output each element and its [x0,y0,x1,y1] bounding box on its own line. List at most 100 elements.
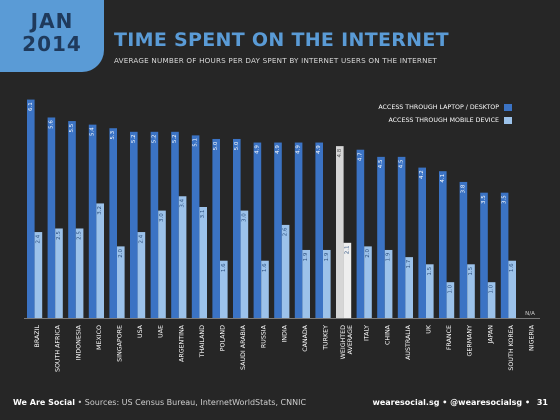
badge-month: JAN [30,9,74,33]
data-label-mobile: 1.6 [262,263,268,272]
data-label-desktop: 5.0 [213,141,219,150]
data-label-na: N/A [525,311,535,317]
bar-mobile [117,246,125,318]
bar-mobile [178,196,187,318]
bar-mobile [302,249,310,318]
footer-handle: @wearesocialsg [450,398,523,407]
category-label: BRAZIL [34,325,41,348]
bar-desktop [500,192,509,318]
category-label: SOUTH AFRICA [55,324,62,372]
bar-mobile [364,246,372,318]
bar-mobile [220,260,228,318]
data-label-desktop: 5.2 [131,134,137,143]
footer-separator: • [442,398,448,407]
data-label-mobile: 1.9 [324,252,330,261]
category-label: TURKEY [323,325,330,351]
footer-separator: • [77,398,83,407]
footer-sources: We Are Social • Sources: US Census Burea… [13,398,306,407]
data-label-desktop: 4.2 [419,170,425,179]
bar-desktop [212,138,220,318]
bar-desktop [88,124,97,318]
data-label-desktop: 5.2 [172,134,178,143]
data-label-mobile: 2.4 [35,234,41,243]
data-label-desktop: 4.1 [440,174,446,183]
data-label-desktop: 5.6 [48,120,54,129]
legend-swatch [504,104,512,111]
bar-mobile [96,203,104,318]
data-label-mobile: 3.2 [97,206,103,215]
data-label-desktop: 4.9 [254,145,260,154]
bar-desktop [27,99,35,318]
data-label-desktop: 3.5 [502,195,508,204]
category-label: INDONESIA [75,324,82,360]
data-label-mobile: 2.0 [118,249,124,258]
data-label-desktop: 5.3 [110,130,116,139]
category-label: WEIGHTED [340,325,347,360]
bar-desktop [480,192,488,318]
badge-year: 2014 [22,32,82,56]
bar-mobile [467,264,475,318]
data-label-desktop: 3.5 [481,195,487,204]
data-label-mobile: 1.9 [303,252,309,261]
data-label-desktop: 5.0 [234,141,240,150]
bar-mobile [384,249,393,318]
bar-mobile [426,264,434,318]
category-label: UAE [158,325,165,338]
data-label-desktop: 4.8 [337,148,343,157]
data-label-mobile: 2.1 [344,245,350,254]
bar-desktop [377,156,385,318]
bar-desktop [315,142,323,318]
footer-site: wearesocial.sg [372,398,440,407]
data-label-desktop: 5.5 [69,123,75,132]
bar-mobile [261,260,269,318]
page-title: TIME SPENT ON THE INTERNET [114,29,449,51]
bar-desktop [439,171,447,318]
bar-desktop [191,135,200,318]
legend-label: ACCESS THROUGH MOBILE DEVICE [388,117,499,124]
bar-desktop [418,167,426,318]
data-label-mobile: 1.0 [489,284,495,293]
bar-mobile [446,282,455,318]
data-label-mobile: 3.4 [180,198,186,207]
bar-desktop [68,121,76,318]
category-label: SOUTH KOREA [508,324,515,370]
footer-brand: We Are Social [13,398,75,407]
category-label: FRANCE [446,325,453,350]
data-label-desktop: 4.9 [316,145,322,154]
category-label: AVERAGE [347,325,354,354]
category-label: INDIA [281,324,288,342]
data-label-mobile: 1.7 [406,259,412,268]
data-label-mobile: 1.0 [447,284,453,293]
category-label: ARGENTINA [178,324,185,362]
bar-mobile [199,207,207,318]
bar-mobile [34,232,43,318]
data-label-mobile: 2.4 [138,234,144,243]
bar-mobile [487,282,496,318]
data-label-desktop: 4.9 [296,145,302,154]
bar-mobile [55,228,63,318]
bar-desktop [130,131,138,318]
bar-mobile [281,224,290,318]
data-label-desktop: 3.8 [460,184,466,193]
bar-desktop [397,156,406,318]
category-label: USA [137,324,144,338]
bar-mobile [158,210,166,318]
category-label: POLAND [220,325,227,351]
data-label-mobile: 1.5 [427,266,433,275]
category-label: AUSTRALIA [405,324,412,360]
data-label-desktop: 4.7 [357,152,363,161]
bar-mobile [323,249,331,318]
data-label-desktop: 5.1 [193,138,199,147]
category-label: RUSSIA [261,324,268,348]
data-label-mobile: 2.5 [56,231,62,240]
category-label: JAPAN [487,325,494,345]
bar-desktop [233,138,241,318]
category-label: SAUDI ARABIA [240,324,247,370]
data-label-mobile: 3.1 [200,210,206,219]
footer-credits: wearesocial.sg • @wearesocialsg • 31 [372,398,548,407]
bar-desktop [150,131,159,318]
bar-desktop [274,142,282,318]
data-label-desktop: 4.5 [378,159,384,168]
bar-desktop [459,181,468,318]
